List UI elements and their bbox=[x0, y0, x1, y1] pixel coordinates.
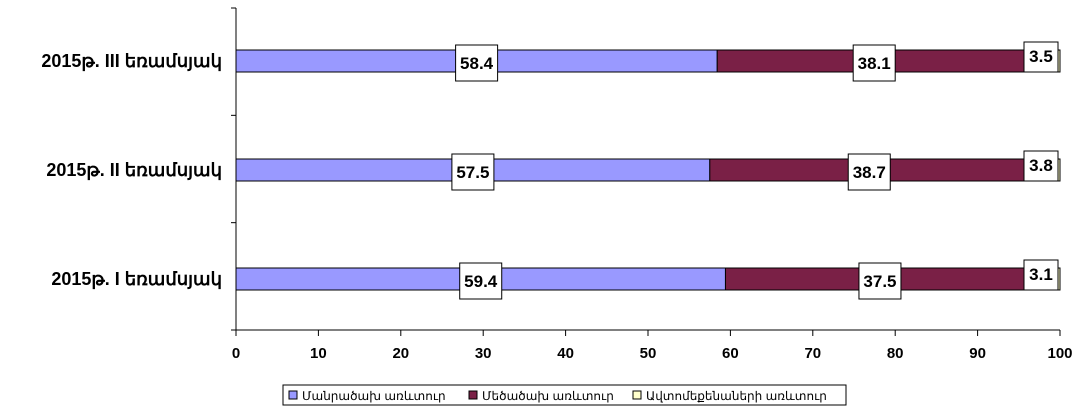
legend-swatch bbox=[469, 391, 477, 399]
x-tick-label: 100 bbox=[1047, 345, 1072, 362]
legend-swatch bbox=[289, 391, 297, 399]
legend-label: Մեծածախ առևտուր bbox=[482, 389, 614, 403]
x-tick-label: 90 bbox=[969, 345, 986, 362]
data-label: 58.4 bbox=[460, 54, 494, 73]
data-label: 3.5 bbox=[1029, 47, 1053, 66]
data-label: 3.8 bbox=[1029, 156, 1053, 175]
legend-label: Ավտոմեքենաների առևտուր bbox=[646, 389, 827, 403]
category-label: 2015թ. II եռամսյակ bbox=[46, 160, 222, 181]
legend: Մանրածախ առևտուր Մեծածախ առևտուր Ավտոմեքեն… bbox=[283, 385, 846, 405]
x-tick-label: 80 bbox=[887, 345, 904, 362]
x-tick-label: 70 bbox=[804, 345, 821, 362]
x-tick-label: 10 bbox=[310, 345, 327, 362]
data-label: 57.5 bbox=[456, 163, 489, 182]
data-label: 38.1 bbox=[858, 54, 891, 73]
category-label: 2015թ. I եռամսյակ bbox=[51, 269, 222, 290]
data-label: 37.5 bbox=[863, 272, 896, 291]
legend-swatch bbox=[633, 391, 641, 399]
x-tick-label: 40 bbox=[557, 345, 574, 362]
legend-label: Մանրածախ առևտուր bbox=[302, 389, 446, 403]
data-label: 38.7 bbox=[853, 163, 886, 182]
category-label: 2015թ. III եռամսյակ bbox=[41, 51, 222, 72]
data-label: 59.4 bbox=[464, 272, 498, 291]
x-tick-label: 0 bbox=[232, 345, 240, 362]
x-tick-label: 30 bbox=[475, 345, 492, 362]
x-tick-label: 20 bbox=[392, 345, 409, 362]
plot-area: 0 10 20 30 40 50 60 70 80 90 100 2015թ. III եռամսյա… bbox=[41, 8, 1072, 362]
x-tick-label: 50 bbox=[640, 345, 657, 362]
x-tick-label: 60 bbox=[722, 345, 739, 362]
data-label: 3.1 bbox=[1029, 265, 1053, 284]
